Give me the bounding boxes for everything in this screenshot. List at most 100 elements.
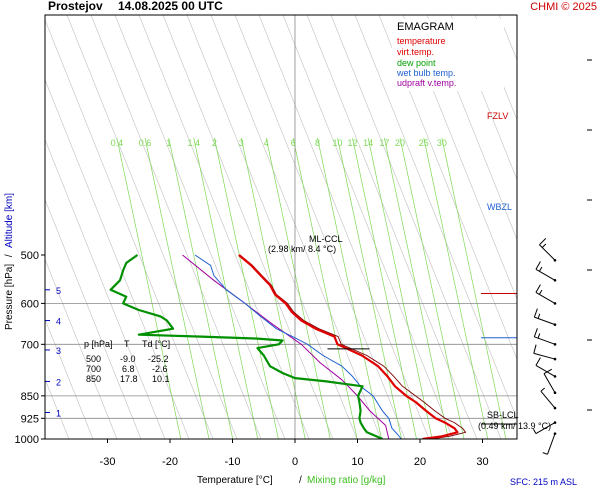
x-tick-label: 0 [292,456,298,468]
wind-barb [533,328,557,346]
mixing-ratio-line [214,137,279,439]
altitude-tick-label: 1 [56,409,61,419]
table-cell-td-700: -2.6 [152,364,168,374]
sb-lcl-sub: (0.49 km/ 13.9 °C) [478,421,551,431]
pressure-tick-label: 500 [21,250,39,262]
ml-ccl-sub: (2.98 km/ 8.4 °C) [268,244,336,254]
dry-adiabat-line [210,15,382,439]
wind-barb [533,421,557,435]
pressure-tick-label: 925 [21,413,39,425]
dry-adiabat-line [45,318,94,439]
dry-adiabat-line [234,15,406,439]
ml-ccl-label: ML-CCL [309,234,343,244]
mixing-ratio-line [441,137,507,439]
mixing-ratio-line [265,137,331,439]
legend-item-temperature: temperature [397,36,446,46]
table-cell-p-850: 850 [86,374,101,384]
series-dew-point [109,254,383,439]
dry-adiabat-line [162,15,334,439]
table-cell-td-850: 10.1 [152,374,170,384]
wind-barb [543,368,557,395]
table-cell-td-500: -25.2 [148,354,169,364]
table-cell-t-700: 6.8 [122,364,135,374]
mixing-ratio-label: 25 [419,138,429,148]
dry-adiabat-line [45,258,118,439]
mixing-ratio-label: 6 [291,138,296,148]
series-wet-bulb-temp [194,254,402,439]
x-axis-label-mix: Mixing ratio [g/kg] [307,475,386,486]
plot-frame [44,14,518,440]
table-header-td: Td [°C] [142,339,170,349]
mixing-ratio-label: 10 [332,138,342,148]
altitude-tick-label: 3 [56,346,61,356]
dry-adiabat-line [282,15,454,439]
x-axis-label-temp: Temperature [°C] [197,475,273,486]
mixing-ratio-label: 12 [347,138,357,148]
mixing-ratio-label: 1.4 [187,138,200,148]
mixing-ratio-line [168,137,234,439]
legend-item-wet-bulb: wet bulb temp. [396,68,456,78]
sb-lcl-label: SB-LCL [487,410,519,420]
profile-lines [109,254,467,439]
x-tick-label: 30 [476,456,488,468]
y-axis-label-pressure: Pressure [hPa] [4,264,15,330]
wind-barb [533,344,557,361]
table-cell-t-500: -9.0 [120,354,136,364]
dry-adiabat-line [571,15,600,439]
mixing-ratio-label: 30 [437,138,447,148]
mixing-ratio-line [144,137,210,439]
table-cell-p-700: 700 [86,364,101,374]
wind-barb [542,432,557,455]
fzlv-label: FZLV [487,111,508,121]
y-axis-label-altitude: Altitude [km] [4,193,15,248]
table-cell-p-500: 500 [86,354,101,364]
dry-adiabat-line [498,15,517,61]
dry-adiabat-line [90,15,262,439]
x-tick-label: -10 [225,456,241,468]
dry-adiabat-line [66,15,238,439]
sfc-label: SFC: 215 m ASL [510,477,577,487]
datetime: 14.08.2025 00 UTC [118,0,223,13]
mixing-ratio-label: 17 [379,138,389,148]
legend-item-dew-point: dew point [397,58,436,68]
station-name: Prostejov [48,0,103,13]
mixing-ratio-label: 0.6 [139,138,152,148]
wind-barb [539,237,557,262]
wind-barb [535,357,557,378]
mixing-ratio-label: 4 [264,138,269,148]
y-axis-label: Pressure [hPa] / Altitude [km] [4,193,15,330]
series-temperature [238,254,459,439]
altitude-tick-label: 5 [56,286,61,296]
dry-adiabat-line [45,79,190,439]
legend-item-virt-temp: virt.temp. [397,47,434,57]
mixing-ratio-label: 8 [315,138,320,148]
y-axis-label-sep: / [4,254,15,257]
legend-box [392,19,504,91]
mixing-ratio-line [337,137,402,439]
x-axis-label-sep: / [299,475,302,486]
wind-barb [535,284,557,305]
altitude-tick-label: 4 [56,317,61,327]
wind-barbs [533,59,592,455]
mixing-ratio-line [399,137,465,439]
series-virt-temp [239,254,467,439]
pressure-tick-label: 600 [21,298,39,310]
dry-adiabat-line [354,15,517,420]
pressure-tick-label: 850 [21,391,39,403]
dry-adiabat-line [114,15,286,439]
mixing-ratio-label: 2 [212,138,217,148]
x-tick-label: 20 [414,456,426,468]
dry-adiabat-line [258,15,430,439]
wind-barb [540,387,557,410]
wind-barb [535,261,557,282]
mixing-ratio-line [367,137,433,439]
legend-title: EMAGRAM [397,21,454,33]
mixing-ratio-label: 3 [239,138,244,148]
mixing-ratio-line [116,137,182,439]
pressure-tick-label: 700 [21,339,39,351]
dry-adiabat-line [45,198,142,439]
dry-adiabat-line [45,19,214,439]
mixing-ratio-line [292,137,358,439]
table-header-p: p [hPa] [84,339,113,349]
